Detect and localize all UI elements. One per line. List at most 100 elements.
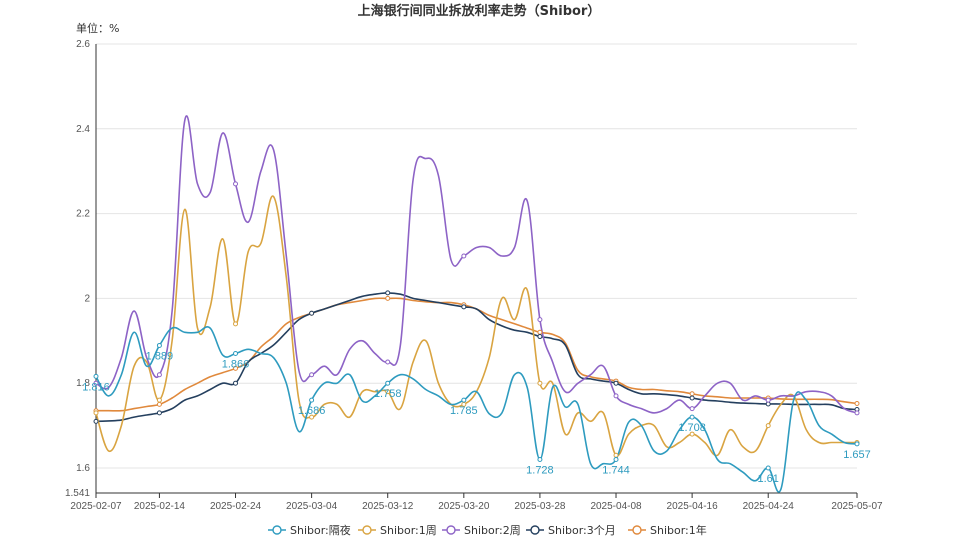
data-point <box>156 342 162 348</box>
data-point <box>537 329 543 335</box>
x-tick-label: 2025-02-07 <box>70 501 122 512</box>
legend-item-4[interactable]: Shibor:1年 <box>628 523 707 537</box>
data-point <box>689 414 695 420</box>
data-label: 1.816 <box>82 381 110 393</box>
y-tick-label: 1.8 <box>76 378 90 389</box>
legend-label: Shibor:1周 <box>380 524 437 537</box>
data-point <box>613 380 619 386</box>
data-point <box>765 397 771 403</box>
y-tick-label: 2.6 <box>76 39 90 50</box>
data-label: 1.686 <box>298 405 326 417</box>
data-point <box>93 410 99 416</box>
data-point <box>309 372 315 378</box>
x-tick-label: 2025-03-20 <box>438 501 490 512</box>
axes: 1.541 1.6 1.8 2 2.2 2.4 2.6 2025-02-07 2025-02-1… <box>65 39 883 512</box>
series-lines <box>95 115 858 493</box>
series-line-3 <box>95 292 858 423</box>
x-tick-label: 2025-03-12 <box>362 501 414 512</box>
data-point <box>613 457 619 463</box>
data-point <box>537 380 543 386</box>
data-point <box>461 253 467 259</box>
data-point <box>689 406 695 412</box>
data-point <box>854 441 860 447</box>
data-point <box>385 389 391 395</box>
y-tick-label: 1.541 <box>65 488 90 499</box>
data-point <box>309 414 315 420</box>
data-point <box>385 295 391 301</box>
data-point <box>537 334 543 340</box>
data-point <box>156 372 162 378</box>
data-label: 1.728 <box>526 465 554 477</box>
data-label: 1.758 <box>374 388 402 400</box>
legend-marker-icon <box>530 525 540 535</box>
legend-label: Shibor:1年 <box>650 523 707 537</box>
data-point <box>93 418 99 424</box>
data-point <box>93 373 99 379</box>
data-point <box>233 380 239 386</box>
data-point <box>613 452 619 458</box>
legend-label: Shibor:2周 <box>464 524 521 537</box>
legend-marker-icon <box>362 525 372 535</box>
unit-label: 单位：% <box>76 21 119 35</box>
data-point <box>689 391 695 397</box>
data-point <box>765 423 771 429</box>
legend-item-2[interactable]: Shibor:2周 <box>442 524 521 537</box>
legend-marker-icon <box>446 525 456 535</box>
y-tick-label: 1.6 <box>76 463 90 474</box>
data-point <box>689 431 695 437</box>
data-point <box>537 457 543 463</box>
y-tick-label: 2 <box>84 293 90 304</box>
data-labels: 1.816 1.889 1.866 1.686 1.758 1.785 1.728 1.744… <box>82 350 871 485</box>
data-point <box>385 290 391 296</box>
data-point <box>537 317 543 323</box>
data-point <box>233 181 239 187</box>
data-point <box>765 465 771 471</box>
chart-title: 上海银行间同业拆放利率走势（Shibor） <box>358 3 601 19</box>
legend-item-3[interactable]: Shibor:3个月 <box>526 524 616 537</box>
legend[interactable]: Shibor:隔夜 Shibor:1周 Shibor:2周 Shibor:3个月 Shi… <box>268 523 707 537</box>
grid-lines <box>96 43 857 494</box>
series-line-2 <box>95 115 858 414</box>
x-tick-label: 2025-02-24 <box>210 501 262 512</box>
data-point <box>233 351 239 357</box>
data-point <box>613 393 619 399</box>
series-line-0 <box>95 326 858 493</box>
x-tick-label: 2025-03-28 <box>514 501 566 512</box>
legend-marker-icon <box>272 525 282 535</box>
x-tick-label: 2025-02-14 <box>134 501 186 512</box>
legend-marker-icon <box>632 525 642 535</box>
data-label: 1.61 <box>758 473 779 485</box>
legend-item-0[interactable]: Shibor:隔夜 <box>268 523 351 537</box>
data-point <box>461 397 467 403</box>
x-tick-label: 2025-04-24 <box>743 501 795 512</box>
data-point <box>156 410 162 416</box>
legend-item-1[interactable]: Shibor:1周 <box>358 524 437 537</box>
data-label: 1.785 <box>450 405 478 417</box>
data-point <box>854 401 860 407</box>
data-point <box>156 401 162 407</box>
data-label: 1.708 <box>678 422 706 434</box>
x-tick-label: 2025-05-07 <box>831 501 883 512</box>
data-point <box>461 304 467 310</box>
data-point <box>385 359 391 365</box>
y-tick-label: 2.4 <box>76 124 90 135</box>
data-point <box>233 365 239 371</box>
data-label: 1.889 <box>146 350 174 362</box>
legend-label: Shibor:隔夜 <box>290 523 351 537</box>
data-point <box>854 410 860 416</box>
data-label: 1.866 <box>222 359 250 371</box>
data-point <box>156 397 162 403</box>
legend-label: Shibor:3个月 <box>548 524 616 537</box>
data-point <box>309 310 315 316</box>
series-line-4 <box>95 297 858 412</box>
data-point <box>385 380 391 386</box>
y-tick-label: 2.2 <box>76 209 90 220</box>
data-point <box>93 380 99 386</box>
data-label: 1.744 <box>602 465 630 477</box>
data-point <box>233 321 239 327</box>
x-tick-label: 2025-04-16 <box>667 501 719 512</box>
x-tick-label: 2025-04-08 <box>590 501 642 512</box>
x-tick-label: 2025-03-04 <box>286 501 338 512</box>
series-points <box>93 181 860 471</box>
